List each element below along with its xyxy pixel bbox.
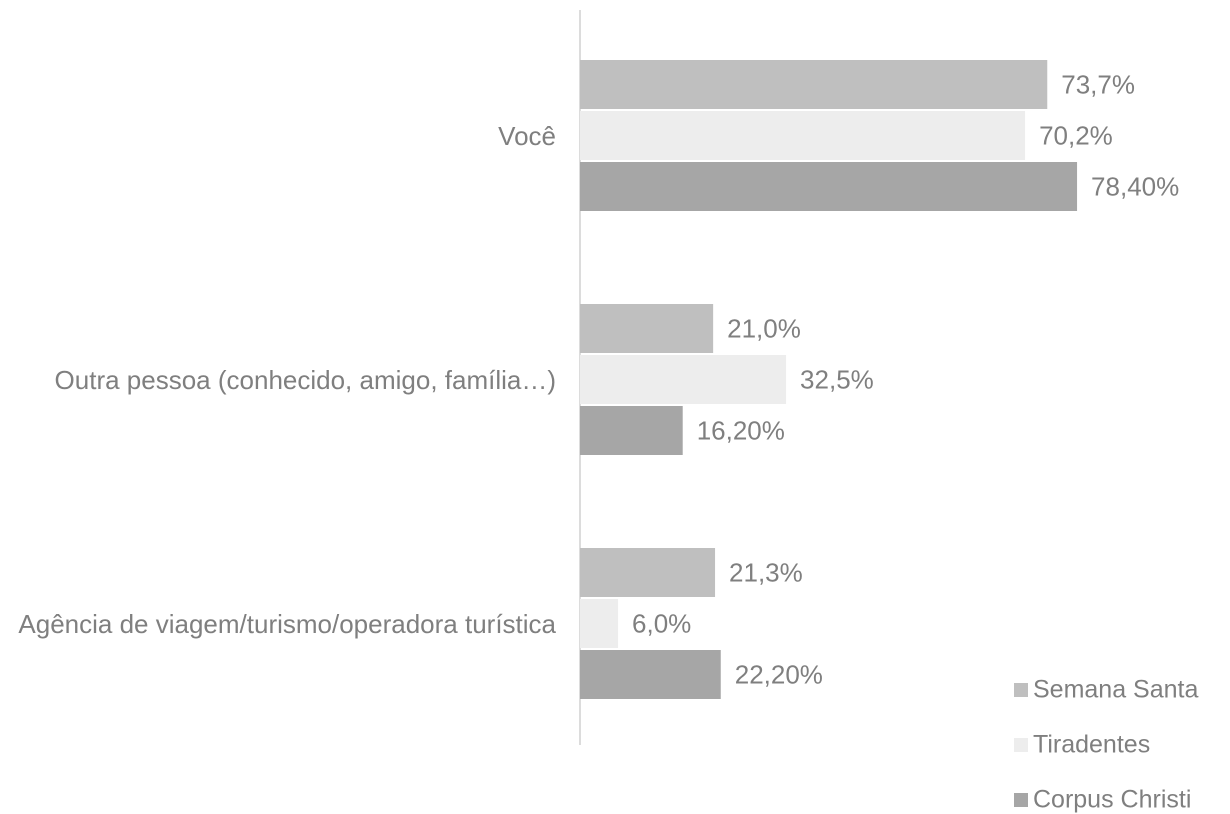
bar	[580, 355, 787, 404]
data-label: 70,2%	[1039, 120, 1113, 150]
bar	[580, 599, 619, 648]
data-label: 6,0%	[632, 608, 691, 638]
category-label: Agência de viagem/turismo/operadora turí…	[18, 608, 556, 639]
legend-swatch	[1014, 793, 1028, 807]
bar	[580, 60, 1048, 109]
bar	[580, 162, 1078, 211]
legend-swatch	[1014, 738, 1028, 752]
legend-swatch	[1014, 683, 1028, 697]
data-label: 21,3%	[729, 557, 803, 587]
data-label: 73,7%	[1061, 69, 1135, 99]
legend-label: Semana Santa	[1033, 676, 1198, 704]
data-label: 22,20%	[735, 659, 823, 689]
category-label: Outra pessoa (conhecido, amigo, família……	[54, 364, 556, 395]
category-label: Você	[498, 120, 556, 151]
bar	[580, 650, 721, 699]
data-label: 21,0%	[727, 313, 801, 343]
data-label: 32,5%	[800, 364, 874, 394]
legend-label: Tiradentes	[1033, 731, 1150, 759]
data-label: 16,20%	[697, 415, 785, 445]
bar	[580, 406, 683, 455]
bar	[580, 111, 1026, 160]
bar	[580, 304, 714, 353]
legend-label: Corpus Christi	[1033, 786, 1191, 814]
bar	[580, 548, 716, 597]
data-label: 78,40%	[1091, 171, 1179, 201]
